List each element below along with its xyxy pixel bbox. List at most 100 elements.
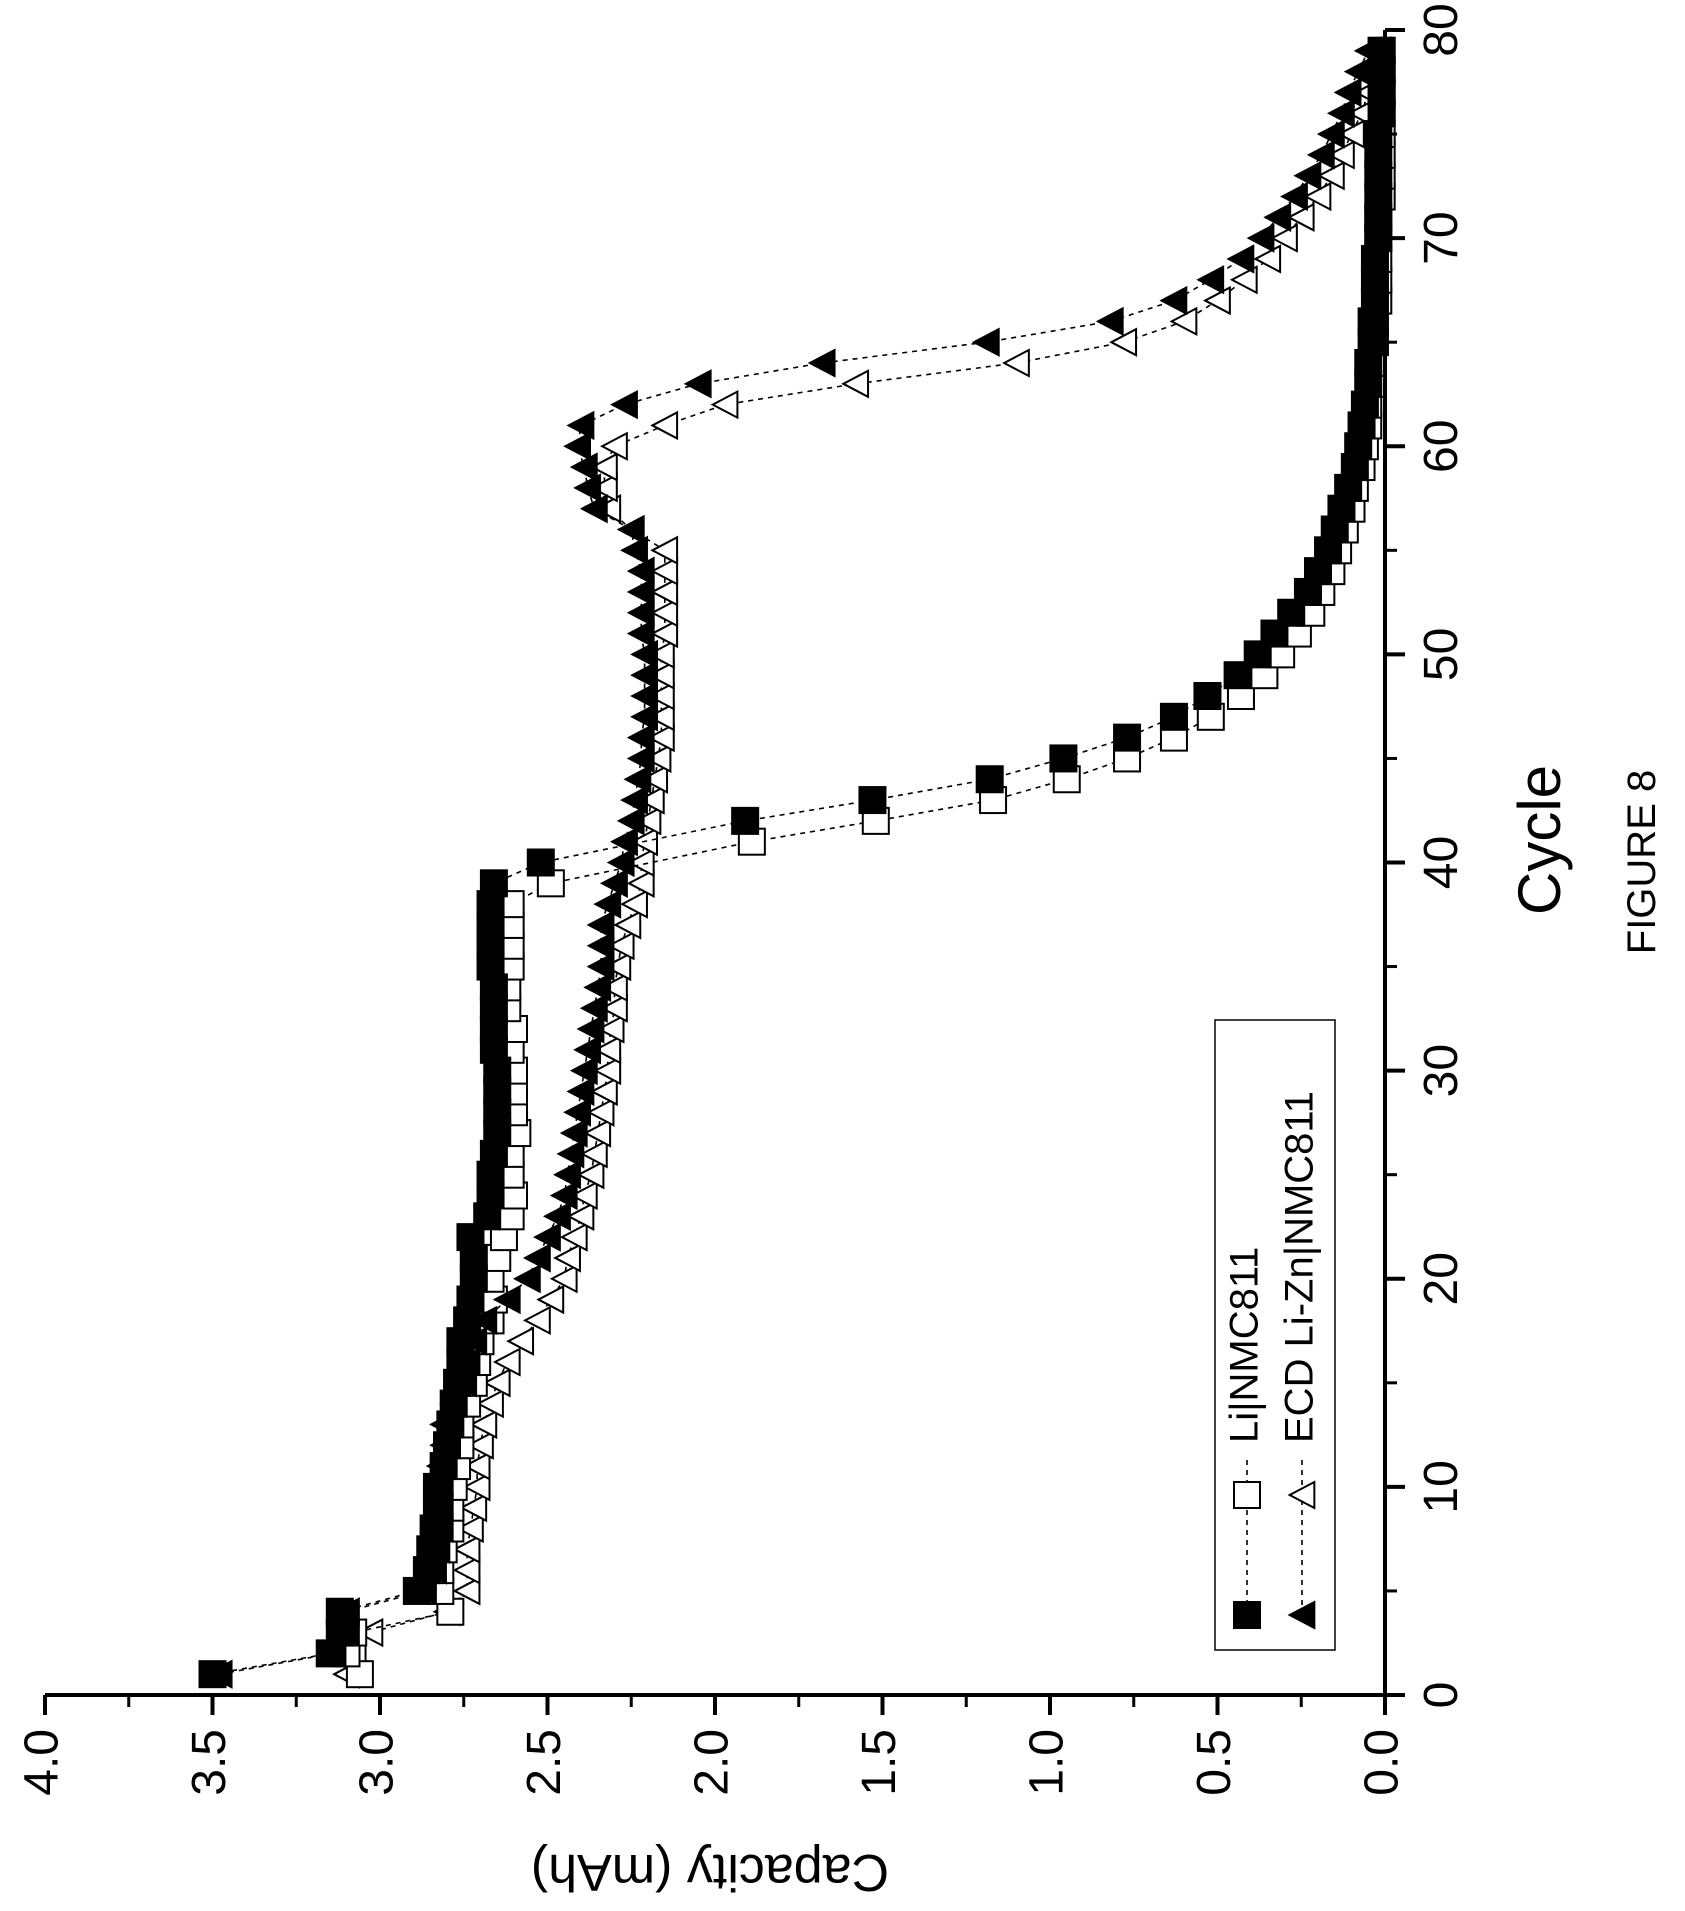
legend-box [1214, 1019, 1336, 1651]
data-point [522, 1305, 551, 1336]
data-point [620, 535, 648, 565]
data-point [1196, 265, 1225, 295]
data-point [1169, 306, 1198, 337]
y-tick-label: 3.5 [183, 1729, 236, 1796]
data-point [1002, 348, 1030, 378]
data-point [563, 1097, 591, 1127]
data-point [650, 410, 679, 441]
data-point [569, 1055, 598, 1086]
figure-caption: FIGURE 8 [1620, 770, 1664, 954]
data-point [710, 389, 739, 420]
data-point [1159, 285, 1188, 316]
y-tick-label: 2.0 [686, 1729, 739, 1796]
data-point [556, 1139, 585, 1169]
data-point [593, 889, 622, 919]
y-axis-label: Capacity (mAh) [531, 1843, 889, 1901]
legend-marker-hollow [1287, 1480, 1316, 1510]
data-point [626, 577, 655, 607]
data-point [573, 473, 602, 503]
plot-area [198, 36, 1396, 1689]
x-axis-label: Cycle [1506, 765, 1573, 915]
data-point [975, 765, 1004, 794]
data-point [630, 681, 658, 711]
data-point [589, 473, 618, 503]
data-point [630, 639, 658, 670]
data-point [466, 1430, 494, 1460]
legend-marker-filled [1233, 1601, 1261, 1629]
data-point [586, 931, 615, 961]
data-point [616, 806, 645, 836]
data-point [650, 535, 679, 565]
data-point [469, 1305, 498, 1336]
data-point [731, 806, 760, 835]
data-point [630, 702, 658, 732]
data-point [533, 1222, 561, 1252]
data-point [971, 327, 1000, 357]
data-point [579, 993, 608, 1023]
data-point [858, 786, 887, 815]
data-point [1367, 36, 1396, 65]
data-point [469, 1409, 498, 1440]
data-point [452, 1576, 481, 1606]
data-point [606, 931, 635, 961]
data-point [576, 1014, 605, 1044]
data-point [610, 827, 638, 857]
data-point [559, 1222, 588, 1252]
data-point [589, 1076, 618, 1107]
data-point [640, 764, 669, 794]
data-point [1293, 161, 1322, 191]
data-point [586, 1097, 615, 1127]
y-tick-label: 1.0 [1021, 1729, 1074, 1796]
data-point [626, 868, 655, 898]
data-point [569, 1180, 598, 1211]
data-point [462, 1472, 491, 1502]
y-tick-label: 0.0 [1356, 1729, 1409, 1796]
data-point [1109, 327, 1138, 357]
x-tick-label: 80 [1415, 3, 1468, 56]
y-tick-label: 0.5 [1188, 1729, 1241, 1796]
legend-marker-hollow [1233, 1481, 1261, 1509]
data-point [807, 348, 836, 378]
data-point [479, 869, 508, 898]
data-point [606, 847, 635, 878]
data-point [1159, 702, 1188, 731]
data-point [1280, 181, 1308, 212]
data-point [1095, 306, 1124, 337]
data-point [1333, 77, 1362, 108]
data-point [522, 1243, 551, 1273]
data-point [1113, 723, 1142, 752]
data-point [603, 951, 632, 982]
data-point [600, 972, 628, 1003]
data-point [600, 431, 628, 461]
data-point [650, 577, 679, 607]
data-point [553, 1160, 581, 1190]
legend-label: ECD Li-Zn|NMC811 [1278, 1091, 1322, 1443]
data-point [1326, 140, 1355, 170]
data-point [492, 1347, 521, 1377]
data-point [626, 743, 655, 774]
data-point [583, 1118, 612, 1148]
y-tick-label: 2.5 [518, 1729, 571, 1796]
axes: 0 10 20 30 40 50 60 70 80 0.0 0.5 1.0 1.5 2.0 2.5 3.0 3.… [16, 3, 1468, 1795]
data-point [586, 910, 615, 940]
data-point [1049, 744, 1078, 773]
data-point [1303, 181, 1332, 212]
data-point [630, 660, 658, 690]
data-point [646, 660, 675, 690]
data-point [1277, 598, 1306, 627]
data-point [586, 951, 615, 982]
data-point [650, 598, 679, 628]
data-point [593, 1035, 622, 1065]
data-point [1316, 161, 1345, 191]
data-point [536, 1284, 565, 1315]
data-point [593, 494, 622, 524]
data-point [576, 1160, 605, 1190]
data-point [646, 722, 675, 753]
data-point [626, 598, 655, 628]
data-point [643, 743, 672, 774]
data-point [626, 722, 655, 753]
data-point [623, 764, 652, 794]
x-tick-label: 40 [1415, 836, 1468, 889]
data-point [600, 868, 628, 898]
data-point [620, 889, 648, 919]
